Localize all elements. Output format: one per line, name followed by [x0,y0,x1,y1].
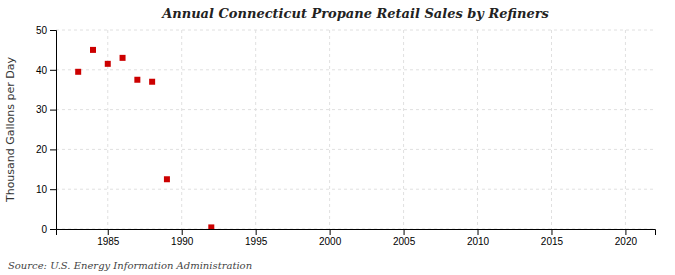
grid-line [56,189,655,190]
tick-label: 2005 [393,236,416,247]
axis-line [57,230,656,236]
point [75,69,81,75]
tick-mark [625,229,626,235]
tick-mark [551,229,552,235]
tick-label: 2010 [467,236,490,247]
tick: 20 [36,144,56,155]
title: Annual Connecticut Propane Retail Sales … [160,6,549,21]
tick: 2015 [541,229,564,247]
axis-title: Thousand Gallons per Day [4,56,17,203]
point [134,77,140,83]
tick-label: 0 [41,224,47,235]
tick-mark [256,229,257,235]
point [120,55,126,61]
point [208,224,214,229]
grid-line [625,30,626,229]
grid-line [403,30,404,229]
grid-line [56,149,655,150]
grid-line [181,30,182,229]
chart: 1985 1990 1995 2000 2005 2010 2015 2020 0 10 20 30 4… [0,0,675,275]
tick-label: 50 [36,25,48,36]
tick-label: 2015 [541,236,564,247]
grid-line [551,30,552,229]
grid [56,30,655,229]
tick: 2000 [319,229,342,247]
tick-mark [330,229,331,235]
source: Source: U.S. Energy Information Administ… [8,260,252,271]
axis-line [50,31,57,230]
tick: 40 [36,65,56,76]
grid-line [56,69,655,70]
tick: 1995 [245,229,268,247]
tick: 2010 [467,229,490,247]
plot-area: 1985 1990 1995 2000 2005 2010 2015 2020 0 10 20 30 4… [36,25,656,247]
x-axis: 1985 1990 1995 2000 2005 2010 2015 2020 [57,229,656,247]
tick-label: 1985 [97,236,120,247]
point [164,176,170,182]
tick-mark [478,229,479,235]
tick: 30 [36,104,56,115]
tick-mark [50,110,56,111]
point [105,61,111,67]
grid-line [255,30,256,229]
tick-mark [50,229,56,230]
tick-label: 2020 [615,236,638,247]
tick: 0 [41,224,56,235]
tick-label: 2000 [319,236,342,247]
tick-mark [50,70,56,71]
points [75,47,214,229]
tick-label: 30 [36,104,48,115]
grid-line [56,109,655,110]
tick-label: 1995 [245,236,268,247]
grid-line [56,30,655,31]
tick-mark [182,229,183,235]
tick-label: 10 [36,184,48,195]
tick-label: 20 [36,144,48,155]
tick-mark [50,149,56,150]
tick-label: 1990 [171,236,194,247]
y-axis: 0 10 20 30 40 50 [36,25,57,235]
tick-mark [404,229,405,235]
tick-mark [108,229,109,235]
tick-label: 40 [36,65,48,76]
grid-line [107,30,108,229]
tick: 2020 [615,229,638,247]
tick: 1985 [97,229,120,247]
tick-mark [50,189,56,190]
tick: 1990 [171,229,194,247]
tick: 50 [36,25,56,36]
grid-line [329,30,330,229]
grid-line [477,30,478,229]
tick-mark [50,30,56,31]
point [90,47,96,53]
point [149,79,155,85]
tick: 10 [36,184,56,195]
tick: 2005 [393,229,416,247]
